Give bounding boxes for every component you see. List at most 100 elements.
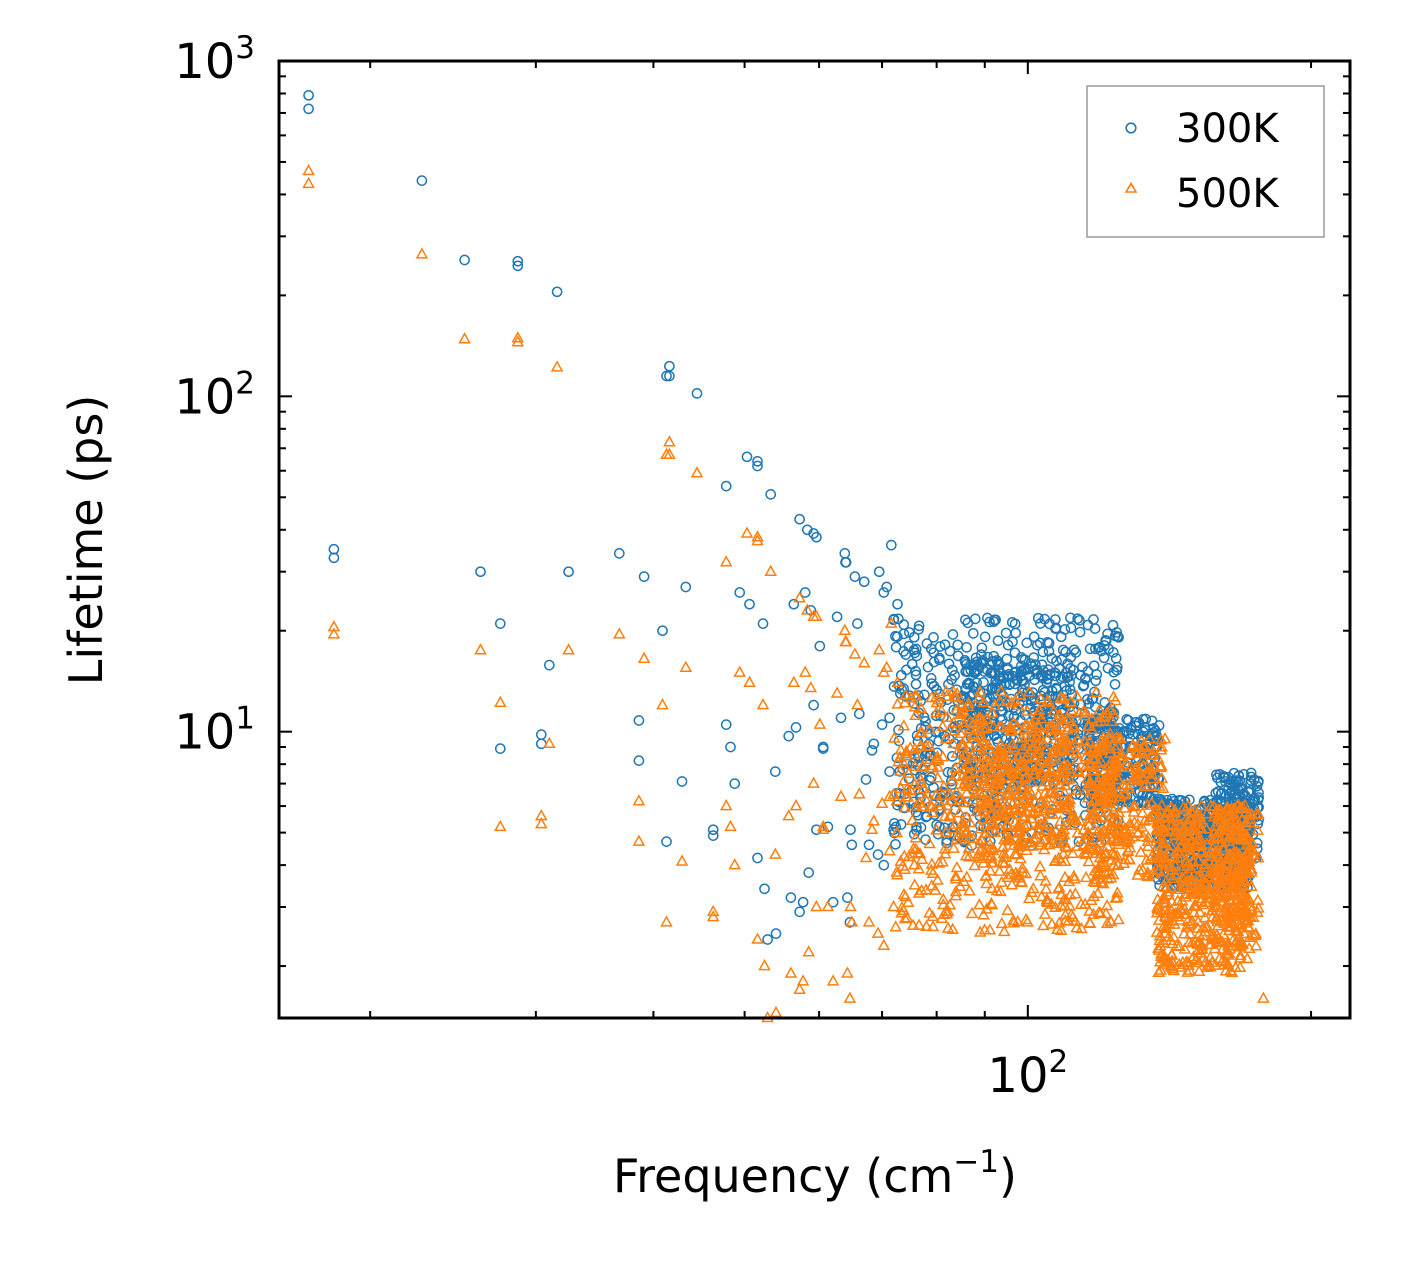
point-500k-938: [992, 799, 1006, 811]
point-500k-1176: [1130, 774, 1143, 786]
point-500k-400: [930, 788, 943, 800]
point-500k-48: [787, 675, 801, 687]
point-500k-83: [871, 926, 885, 938]
point-500k-777: [1022, 835, 1036, 847]
point-500k-233: [1072, 706, 1086, 719]
point-300k-418: [952, 639, 964, 651]
point-300k-134: [1000, 627, 1012, 639]
point-300k-3: [328, 552, 340, 564]
point-500k-1185: [1145, 748, 1158, 760]
point-300k-53: [799, 587, 811, 598]
point-500k-77: [853, 787, 866, 799]
point-500k-1877: [1213, 861, 1227, 873]
point-300k-577: [893, 613, 904, 625]
point-300k-9: [512, 255, 524, 267]
point-500k-963: [1046, 833, 1059, 845]
point-500k-350: [974, 766, 987, 778]
point-500k-259: [890, 865, 903, 877]
point-500k-1050: [1148, 867, 1162, 879]
point-500k-211: [943, 898, 957, 910]
point-500k-304: [1103, 703, 1117, 715]
point-500k-1201: [1140, 853, 1153, 865]
point-500k-954: [1003, 832, 1017, 844]
point-500k-890: [1043, 807, 1057, 819]
point-500k-531: [940, 907, 954, 919]
point-500k-1709: [1169, 906, 1183, 918]
point-300k-967: [993, 664, 1004, 676]
point-500k-30: [719, 555, 733, 567]
point-500k-844: [964, 750, 977, 763]
point-300k-1768: [1210, 787, 1222, 799]
point-500k-1101: [1141, 869, 1154, 882]
point-300k-898: [975, 656, 987, 668]
point-500k-895: [977, 734, 991, 747]
point-500k-391: [1083, 916, 1096, 928]
point-500k-1135: [1148, 807, 1162, 819]
point-500k-689: [1054, 923, 1068, 936]
point-500k-638: [1054, 814, 1067, 827]
point-500k-911: [1008, 847, 1022, 859]
point-500k-268: [941, 921, 955, 933]
point-500k-1183: [1102, 864, 1116, 876]
point-500k-1133: [1088, 864, 1102, 876]
point-500k-599: [954, 707, 967, 720]
point-500k-762: [957, 719, 971, 731]
point-500k-1080: [1123, 832, 1136, 844]
point-500k-1207: [1095, 778, 1108, 790]
point-500k-601: [1081, 791, 1095, 803]
point-500k-1194: [1132, 772, 1145, 785]
point-500k-1883: [1212, 931, 1225, 943]
point-500k-382: [963, 884, 976, 896]
point-300k-526: [992, 635, 1004, 647]
point-300k-8: [494, 743, 506, 754]
point-500k-1697: [1193, 809, 1207, 821]
point-500k-422: [904, 691, 918, 703]
point-500k-871: [993, 782, 1007, 794]
point-300k-601: [946, 674, 957, 685]
point-300k-902: [1027, 687, 1039, 698]
point-500k-656: [896, 859, 909, 871]
point-500k-826: [1057, 758, 1071, 770]
point-500k-78: [857, 656, 871, 668]
point-500k-856: [963, 815, 977, 828]
point-300k-673: [1093, 642, 1104, 654]
point-500k-193: [938, 842, 952, 854]
point-500k-639: [1041, 895, 1054, 908]
point-500k-516: [1112, 912, 1125, 925]
point-500k-885: [976, 812, 990, 824]
point-500k-972: [1011, 818, 1025, 831]
point-300k-1886: [1253, 801, 1264, 813]
point-500k-799: [1012, 840, 1026, 852]
point-500k-369: [940, 798, 954, 811]
point-500k-1175: [1103, 741, 1117, 754]
point-500k-1119: [1114, 732, 1127, 744]
point-500k-897: [1032, 788, 1045, 800]
point-500k-1695: [1212, 812, 1225, 824]
point-500k-17: [632, 794, 646, 806]
point-300k-376: [962, 617, 974, 629]
point-500k-1614: [1207, 867, 1220, 879]
point-300k-652: [928, 632, 939, 643]
point-300k-295: [903, 627, 915, 638]
point-500k-829: [959, 747, 973, 759]
point-300k-679: [988, 616, 1000, 628]
point-500k-70: [839, 635, 853, 647]
point-500k-502: [1109, 891, 1122, 903]
point-500k-442: [1055, 854, 1068, 867]
point-500k-13: [543, 736, 556, 749]
point-300k-35: [741, 451, 753, 463]
point-500k-45: [769, 1005, 783, 1018]
point-300k-1887: [1253, 775, 1264, 787]
point-500k-63: [816, 822, 830, 834]
point-500k-212: [946, 922, 959, 934]
point-500k-788: [995, 771, 1008, 784]
point-300k-464: [931, 684, 942, 696]
point-300k-969: [1059, 680, 1071, 692]
point-500k-82: [867, 814, 881, 826]
point-500k-421: [1070, 783, 1084, 795]
point-500k-91: [885, 616, 898, 628]
point-300k-1136: [1123, 728, 1135, 739]
point-300k-180: [1090, 675, 1102, 687]
point-500k-407: [909, 708, 922, 721]
point-300k-93: [892, 598, 903, 610]
